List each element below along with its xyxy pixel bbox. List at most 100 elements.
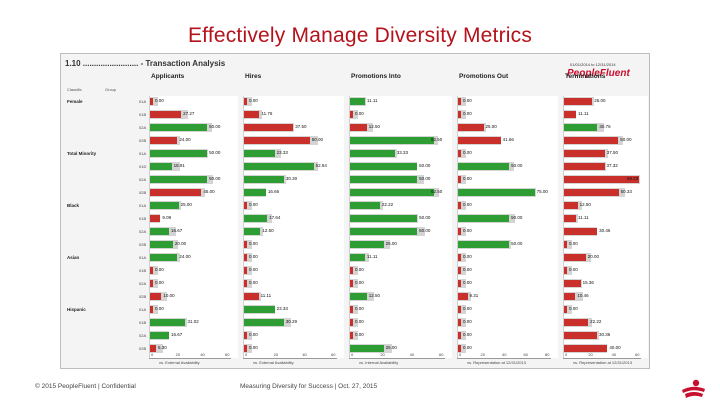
table-row: 22.22 — [563, 317, 647, 328]
table-row: 10.46 — [563, 291, 647, 302]
row-code: 02A — [139, 281, 147, 286]
table-row: 16.67 — [149, 330, 237, 341]
table-row: 30.30 — [243, 174, 343, 185]
row-code: 01D — [139, 164, 147, 169]
bar-value-label: 50.00 — [511, 215, 523, 220]
bar-value-label: 12.50 — [368, 293, 381, 298]
bar-value-label: 0.00 — [249, 241, 258, 246]
tick-label: 40 — [409, 352, 415, 357]
data-bar — [350, 241, 384, 248]
table-row: 25.00 — [349, 239, 451, 250]
data-bar — [150, 332, 170, 339]
table-row: 11.11 — [349, 96, 451, 107]
row-code: 01A — [139, 255, 147, 260]
benchmark-bar — [458, 227, 466, 236]
data-bar — [150, 137, 178, 144]
table-row: 11.11 — [563, 109, 647, 120]
bar-value-label: 16.67 — [171, 228, 183, 233]
data-bar — [350, 137, 434, 144]
data-bar — [458, 306, 461, 313]
data-bar — [150, 215, 161, 222]
table-row: 0.00 — [457, 226, 557, 237]
table-row: 12.50 — [349, 122, 451, 133]
data-bar — [458, 124, 484, 131]
bar-value-label: 9.09 — [162, 215, 172, 220]
benchmark-bar — [244, 266, 252, 275]
table-row: 0.00 — [349, 330, 451, 341]
benchmark-bar — [458, 279, 466, 288]
bar-value-label: 0.00 — [355, 267, 364, 272]
row-code: 01A — [139, 307, 147, 312]
benchmark-bar — [150, 266, 158, 275]
data-bar — [244, 189, 266, 196]
table-row: 27.27 — [149, 109, 237, 120]
row-code: 02B — [139, 190, 147, 195]
bar-value-label: 0.00 — [569, 306, 578, 311]
bar-value-label: 12.50 — [579, 202, 591, 207]
bar-value-label: 22.22 — [381, 202, 394, 207]
benchmark-bar — [564, 266, 572, 275]
bar-value-label: 18.91 — [173, 163, 185, 168]
data-bar — [350, 319, 353, 326]
tick-label: 40 — [302, 352, 307, 357]
report-header: 1.10 ......................... - Transac… — [65, 59, 226, 68]
data-bar — [150, 345, 157, 352]
data-bar — [564, 124, 598, 131]
table-row: 0.00 — [457, 330, 557, 341]
data-bar — [564, 345, 608, 352]
data-bar — [350, 280, 353, 287]
tick-label: 80 — [545, 352, 550, 357]
bar-value-label: 0.00 — [249, 98, 258, 103]
data-bar — [564, 98, 593, 105]
bar-value-label: 0.00 — [463, 280, 472, 285]
table-row: 0.00 — [149, 96, 237, 107]
data-bar — [244, 228, 261, 235]
table-row: 0.00 — [457, 278, 557, 289]
bar-value-label: 0.00 — [569, 267, 578, 272]
benchmark-bar — [350, 331, 358, 340]
table-row: 25.00 — [349, 343, 451, 354]
bar-value-label: 41.66 — [502, 137, 514, 142]
tick-label: 20 — [380, 352, 385, 357]
table-row: 50.00 — [349, 226, 451, 237]
data-bar — [350, 332, 353, 339]
axis-label-1: vs. External Availability — [253, 360, 294, 365]
data-bar — [244, 137, 310, 144]
table-row: 0.00 — [149, 265, 237, 276]
data-bar — [564, 189, 619, 196]
table-row: 0.00 — [457, 148, 557, 159]
table-row: 24.00 — [149, 135, 237, 146]
bar-value-label: 25.00 — [385, 241, 397, 246]
table-row: 23.33 — [243, 148, 343, 159]
benchmark-bar — [350, 318, 358, 327]
data-bar — [350, 189, 434, 196]
data-bar — [244, 241, 247, 248]
bar-value-label: 12.50 — [262, 228, 274, 233]
table-row: 50.00 — [149, 122, 237, 133]
bar-value-label: 9.31 — [469, 293, 479, 298]
column-header-4: Terminations — [565, 73, 606, 80]
benchmark-bar — [458, 331, 466, 340]
data-bar — [564, 176, 640, 183]
table-row: 30.36 — [563, 330, 647, 341]
table-row: 11.11 — [349, 252, 451, 263]
table-row: 17.64 — [243, 213, 343, 224]
table-row: 0.00 — [149, 304, 237, 315]
table-row: 62.50 — [349, 187, 451, 198]
data-bar — [458, 189, 535, 196]
data-bar — [564, 202, 578, 209]
bar-value-label: 20.00 — [587, 254, 599, 259]
tick-label: 40 — [200, 352, 205, 357]
benchmark-bar — [458, 318, 466, 327]
table-row: 37.32 — [563, 161, 647, 172]
data-bar — [150, 267, 153, 274]
table-row: 37.50 — [563, 148, 647, 159]
table-row: 0.00 — [457, 96, 557, 107]
data-bar — [564, 306, 567, 313]
bar-value-label: 37.50 — [295, 124, 307, 129]
table-row: 62.50 — [349, 135, 451, 146]
data-bar — [150, 111, 182, 118]
benchmark-bar — [458, 97, 466, 106]
table-row: 9.31 — [457, 291, 557, 302]
benchmark-bar — [150, 97, 158, 106]
